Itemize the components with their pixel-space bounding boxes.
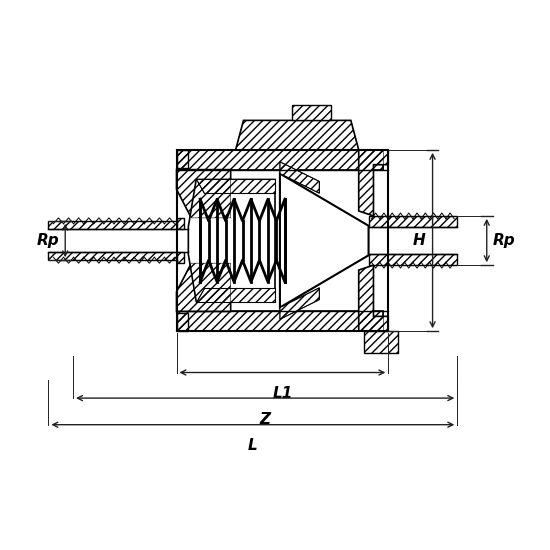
Polygon shape xyxy=(368,216,457,227)
Text: H: H xyxy=(412,233,425,248)
Polygon shape xyxy=(188,179,275,301)
Polygon shape xyxy=(280,174,368,307)
Polygon shape xyxy=(368,254,457,265)
Polygon shape xyxy=(280,288,320,320)
Polygon shape xyxy=(177,311,383,331)
Polygon shape xyxy=(48,252,177,260)
Text: L1: L1 xyxy=(272,386,293,402)
Polygon shape xyxy=(177,150,188,168)
Polygon shape xyxy=(177,169,388,311)
Polygon shape xyxy=(280,162,320,193)
Polygon shape xyxy=(292,104,331,120)
Polygon shape xyxy=(177,150,383,169)
Polygon shape xyxy=(177,218,184,229)
Polygon shape xyxy=(364,331,398,353)
Polygon shape xyxy=(359,150,388,216)
Text: Rp: Rp xyxy=(36,233,59,248)
Polygon shape xyxy=(48,221,177,229)
Polygon shape xyxy=(177,263,230,311)
Text: L: L xyxy=(248,438,258,454)
Text: Rp: Rp xyxy=(493,233,516,248)
Polygon shape xyxy=(177,169,230,218)
Polygon shape xyxy=(177,314,188,331)
Polygon shape xyxy=(196,288,275,301)
Polygon shape xyxy=(196,179,275,193)
Text: Z: Z xyxy=(260,412,271,427)
Polygon shape xyxy=(359,265,388,331)
Polygon shape xyxy=(177,252,184,263)
Polygon shape xyxy=(235,120,359,150)
